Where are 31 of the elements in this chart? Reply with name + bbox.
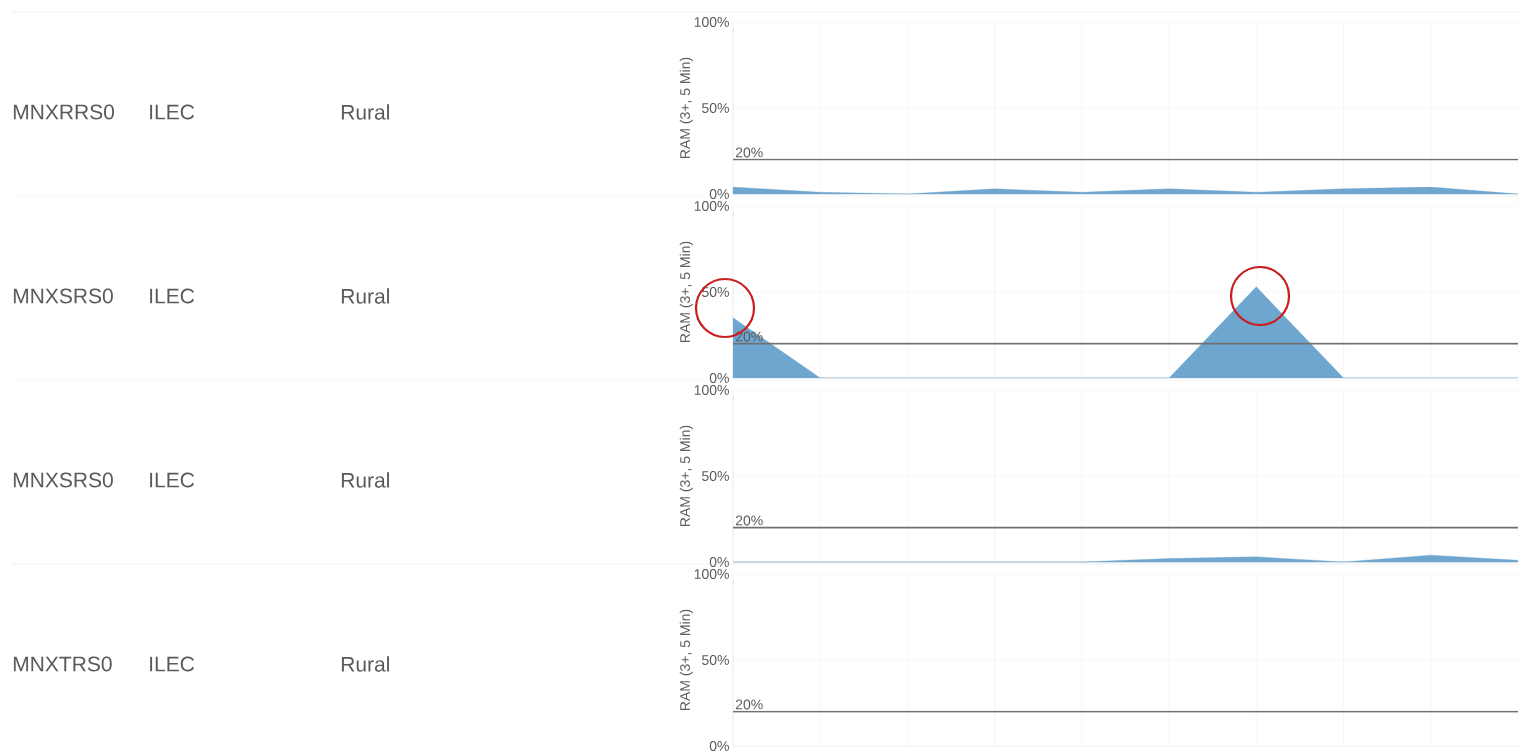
y-axis-title: RAM (3+, 5 Min) xyxy=(679,241,693,343)
text: MNXRRS0 xyxy=(13,104,115,120)
text: ILEC xyxy=(150,656,195,672)
y-tick-label: 100% xyxy=(694,201,729,211)
text: Rural xyxy=(341,288,389,304)
ref-line-label: 20% xyxy=(735,515,763,526)
y-tick-label: 0% xyxy=(709,373,729,383)
y-tick-label: 100% xyxy=(694,569,729,579)
ref-line-label: 20% xyxy=(735,147,763,158)
ref-line-label: 20% xyxy=(735,699,763,710)
y-tick-label: 50% xyxy=(702,655,729,665)
y-tick-label: 50% xyxy=(702,471,729,481)
y-tick-label: 0% xyxy=(709,741,729,751)
text: MNXSRS0 xyxy=(13,288,113,304)
text: MNXSRS0 xyxy=(13,472,113,488)
text: ILEC xyxy=(150,104,195,120)
y-tick-label: 0% xyxy=(709,189,729,199)
text: Rural xyxy=(341,472,389,488)
y-tick-label: 0% xyxy=(709,557,729,567)
text: Rural xyxy=(341,656,389,672)
text: Rural xyxy=(341,104,389,120)
y-tick-label: 100% xyxy=(694,17,729,27)
text: ILEC xyxy=(150,472,195,488)
text: MNXTRS0 xyxy=(13,656,112,672)
y-axis-title: RAM (3+, 5 Min) xyxy=(679,425,693,527)
y-axis-title: RAM (3+, 5 Min) xyxy=(679,57,693,159)
ref-line-label: 20% xyxy=(735,331,763,342)
y-tick-label: 100% xyxy=(694,385,729,395)
y-axis-title: RAM (3+, 5 Min) xyxy=(679,609,693,711)
y-tick-label: 50% xyxy=(702,103,729,113)
text: ILEC xyxy=(150,288,195,304)
